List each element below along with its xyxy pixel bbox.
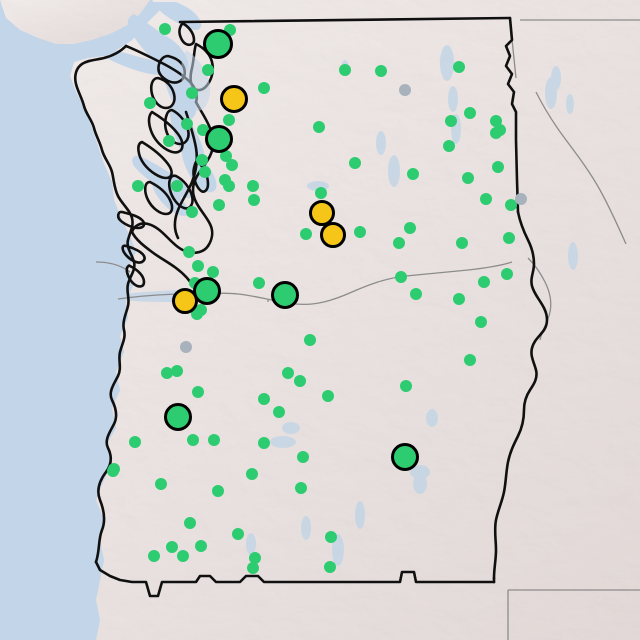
map-marker-green[interactable] [253, 277, 265, 289]
map-marker-green[interactable] [478, 276, 490, 288]
map-marker-green[interactable] [159, 23, 171, 35]
map-marker-green[interactable] [393, 237, 405, 249]
map-marker-green[interactable] [202, 64, 214, 76]
map-marker-green[interactable] [144, 97, 156, 109]
map-marker-green[interactable] [191, 308, 203, 320]
map-marker-green[interactable] [155, 478, 167, 490]
map-marker-green[interactable] [247, 562, 259, 574]
map-marker-green[interactable] [207, 266, 219, 278]
map-marker-green[interactable] [503, 232, 515, 244]
map-marker-gray[interactable] [515, 193, 527, 205]
map-marker-green[interactable] [226, 159, 238, 171]
map-marker-green[interactable] [294, 375, 306, 387]
map-marker-green[interactable] [187, 434, 199, 446]
map-marker-green[interactable] [339, 64, 351, 76]
map-marker-green[interactable] [258, 82, 270, 94]
map-marker-green[interactable] [475, 316, 487, 328]
map-marker-green[interactable] [184, 517, 196, 529]
map-marker-green[interactable] [480, 193, 492, 205]
map-marker-green[interactable] [354, 226, 366, 238]
map-marker-green[interactable] [247, 180, 259, 192]
map-marker-green[interactable] [223, 114, 235, 126]
map-marker-green[interactable] [193, 277, 221, 305]
map-marker-green[interactable] [462, 172, 474, 184]
map-marker-green[interactable] [501, 268, 513, 280]
map-marker-green[interactable] [223, 180, 235, 192]
map-marker-green[interactable] [271, 281, 299, 309]
map-marker-green[interactable] [248, 194, 260, 206]
map-marker-green[interactable] [212, 485, 224, 497]
map-marker-green[interactable] [304, 334, 316, 346]
map-marker-yellow[interactable] [309, 200, 335, 226]
map-marker-green[interactable] [249, 552, 261, 564]
map-marker-green[interactable] [273, 406, 285, 418]
map-marker-green[interactable] [324, 561, 336, 573]
map-marker-green[interactable] [464, 354, 476, 366]
map-marker-green[interactable] [391, 443, 419, 471]
map-marker-green[interactable] [295, 482, 307, 494]
map-marker-green[interactable] [208, 434, 220, 446]
map-marker-green[interactable] [195, 540, 207, 552]
map-marker-green[interactable] [453, 61, 465, 73]
map-marker-green[interactable] [232, 528, 244, 540]
map-marker-green[interactable] [282, 367, 294, 379]
ocean-overlay [0, 0, 160, 640]
map-marker-green[interactable] [183, 246, 195, 258]
map-marker-green[interactable] [443, 140, 455, 152]
map-marker-green[interactable] [375, 65, 387, 77]
map-marker-green[interactable] [196, 154, 208, 166]
map-marker-green[interactable] [445, 115, 457, 127]
map-marker-green[interactable] [161, 367, 173, 379]
map-marker-green[interactable] [199, 166, 211, 178]
map-marker-green[interactable] [258, 393, 270, 405]
map-marker-green[interactable] [322, 390, 334, 402]
map-marker-green[interactable] [300, 228, 312, 240]
map-marker-green[interactable] [453, 293, 465, 305]
map-marker-green[interactable] [404, 222, 416, 234]
map-marker-green[interactable] [315, 187, 327, 199]
map-marker-green[interactable] [492, 161, 504, 173]
map-marker-green[interactable] [246, 468, 258, 480]
map-marker-green[interactable] [108, 463, 120, 475]
map-marker-green[interactable] [205, 125, 233, 153]
map-marker-green[interactable] [203, 29, 233, 59]
map-marker-green[interactable] [410, 288, 422, 300]
map-marker-green[interactable] [464, 107, 476, 119]
map-marker-green[interactable] [163, 135, 175, 147]
map-marker-green[interactable] [192, 386, 204, 398]
map-marker-green[interactable] [494, 124, 506, 136]
map-marker-gray[interactable] [180, 341, 192, 353]
map-marker-green[interactable] [148, 550, 160, 562]
map-marker-green[interactable] [171, 180, 183, 192]
map-marker-yellow[interactable] [320, 222, 346, 248]
map-marker-green[interactable] [186, 87, 198, 99]
map-marker-green[interactable] [166, 541, 178, 553]
map-marker-green[interactable] [258, 437, 270, 449]
map-marker-yellow[interactable] [220, 85, 248, 113]
map-marker-green[interactable] [213, 199, 225, 211]
map-marker-green[interactable] [505, 199, 517, 211]
map-marker-green[interactable] [407, 168, 419, 180]
map-marker-green[interactable] [297, 451, 309, 463]
map-marker-green[interactable] [192, 260, 204, 272]
map-marker-green[interactable] [181, 118, 193, 130]
map-marker-green[interactable] [171, 365, 183, 377]
map-marker-green[interactable] [400, 380, 412, 392]
map-marker-green[interactable] [395, 271, 407, 283]
map-marker-green[interactable] [177, 550, 189, 562]
map-marker-gray[interactable] [399, 84, 411, 96]
map-marker-green[interactable] [186, 206, 198, 218]
map-marker-green[interactable] [349, 157, 361, 169]
map-marker-green[interactable] [129, 436, 141, 448]
map-marker-green[interactable] [325, 531, 337, 543]
map-marker-green[interactable] [132, 180, 144, 192]
map-marker-green[interactable] [456, 237, 468, 249]
map-marker-green[interactable] [313, 121, 325, 133]
map-marker-green[interactable] [164, 403, 192, 431]
